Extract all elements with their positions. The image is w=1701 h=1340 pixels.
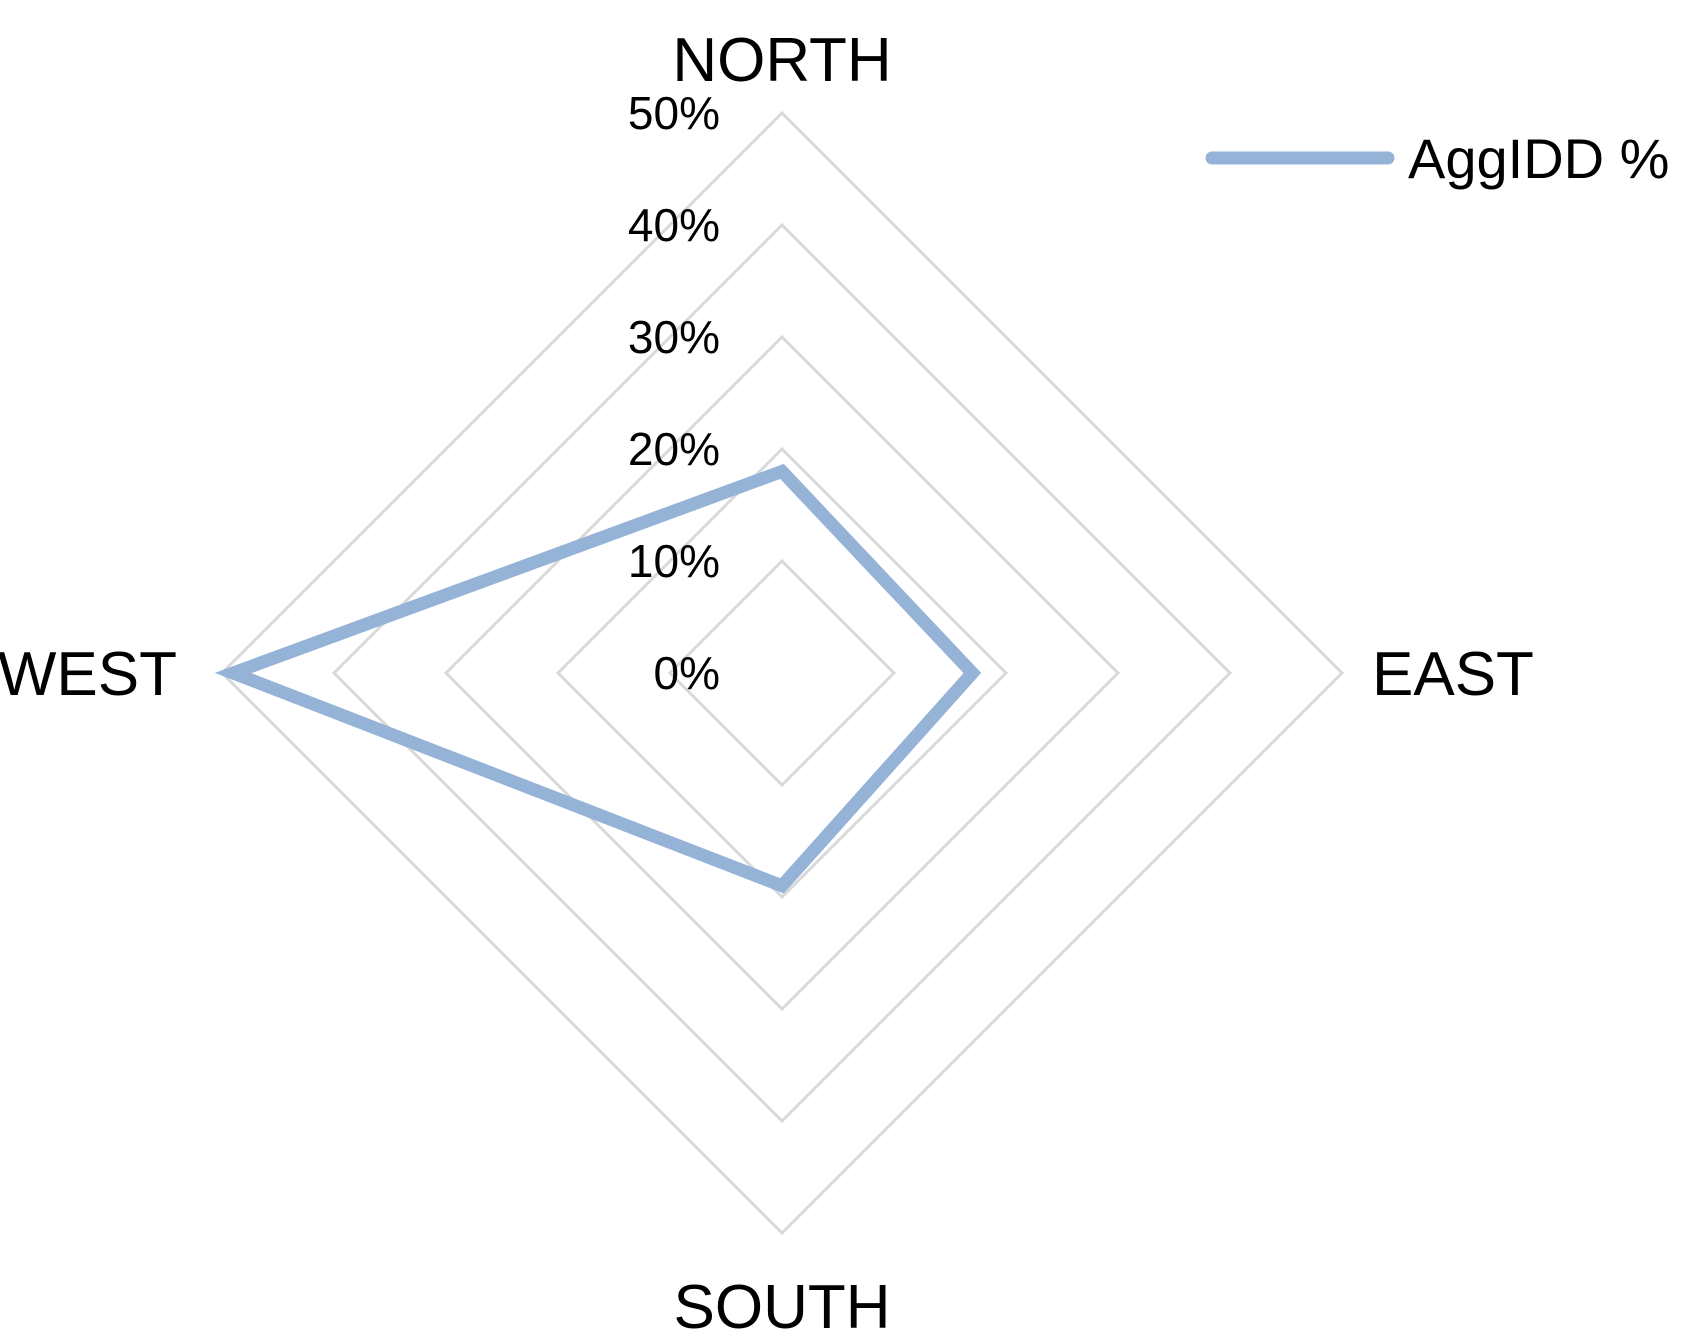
radial-tick-labels: 0% 10% 20% 30% 40% 50% [628,87,720,699]
grid-ring-50 [219,110,1345,1236]
radar-grid [219,110,1345,1236]
grid-ring-30 [443,334,1121,1012]
legend: AggIDD % [1205,127,1669,190]
tick-label-20: 20% [628,423,720,475]
radar-series-layer [214,463,982,894]
tick-label-30: 30% [628,311,720,363]
tick-label-40: 40% [628,199,720,251]
axis-label-east: EAST [1372,640,1534,709]
tick-label-10: 10% [628,535,720,587]
tick-label-0: 0% [654,647,720,699]
grid-ring-40 [331,222,1233,1124]
axis-label-south: SOUTH [674,1273,891,1340]
axis-label-west: WEST [0,640,177,709]
grid-ring-10 [667,558,897,788]
axis-label-north: NORTH [672,26,891,95]
category-axis-labels: NORTH EAST SOUTH WEST [0,26,1534,1340]
tick-label-50: 50% [628,87,720,139]
legend-label: AggIDD % [1408,127,1669,190]
series-line-0 [214,463,982,894]
grid-ring-20 [555,446,1009,900]
